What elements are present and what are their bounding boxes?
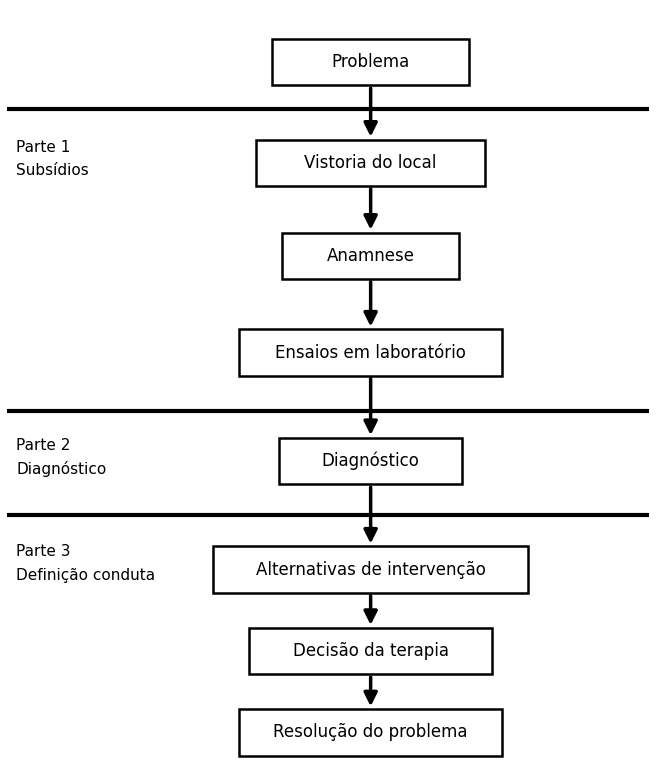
Text: Parte 1: Parte 1 — [16, 140, 71, 155]
FancyBboxPatch shape — [213, 546, 528, 593]
FancyBboxPatch shape — [239, 329, 502, 376]
Text: Decisão da terapia: Decisão da terapia — [293, 642, 449, 660]
Text: Parte 3: Parte 3 — [16, 544, 71, 560]
FancyBboxPatch shape — [239, 709, 502, 756]
FancyBboxPatch shape — [282, 232, 459, 279]
Text: Anamnese: Anamnese — [327, 246, 415, 265]
Text: Diagnóstico: Diagnóstico — [321, 452, 420, 470]
Text: Ensaios em laboratório: Ensaios em laboratório — [276, 343, 466, 362]
FancyBboxPatch shape — [256, 140, 485, 186]
Text: Definição conduta: Definição conduta — [16, 567, 155, 583]
Text: Parte 2: Parte 2 — [16, 438, 71, 453]
FancyBboxPatch shape — [279, 438, 462, 484]
FancyBboxPatch shape — [249, 628, 492, 674]
Text: Problema: Problema — [331, 53, 410, 71]
Text: Vistoria do local: Vistoria do local — [304, 153, 437, 172]
Text: Resolução do problema: Resolução do problema — [274, 723, 468, 742]
Text: Alternativas de intervenção: Alternativas de intervenção — [256, 560, 485, 579]
Text: Diagnóstico: Diagnóstico — [16, 461, 107, 477]
Text: Subsídios: Subsídios — [16, 163, 89, 178]
FancyBboxPatch shape — [272, 39, 469, 85]
